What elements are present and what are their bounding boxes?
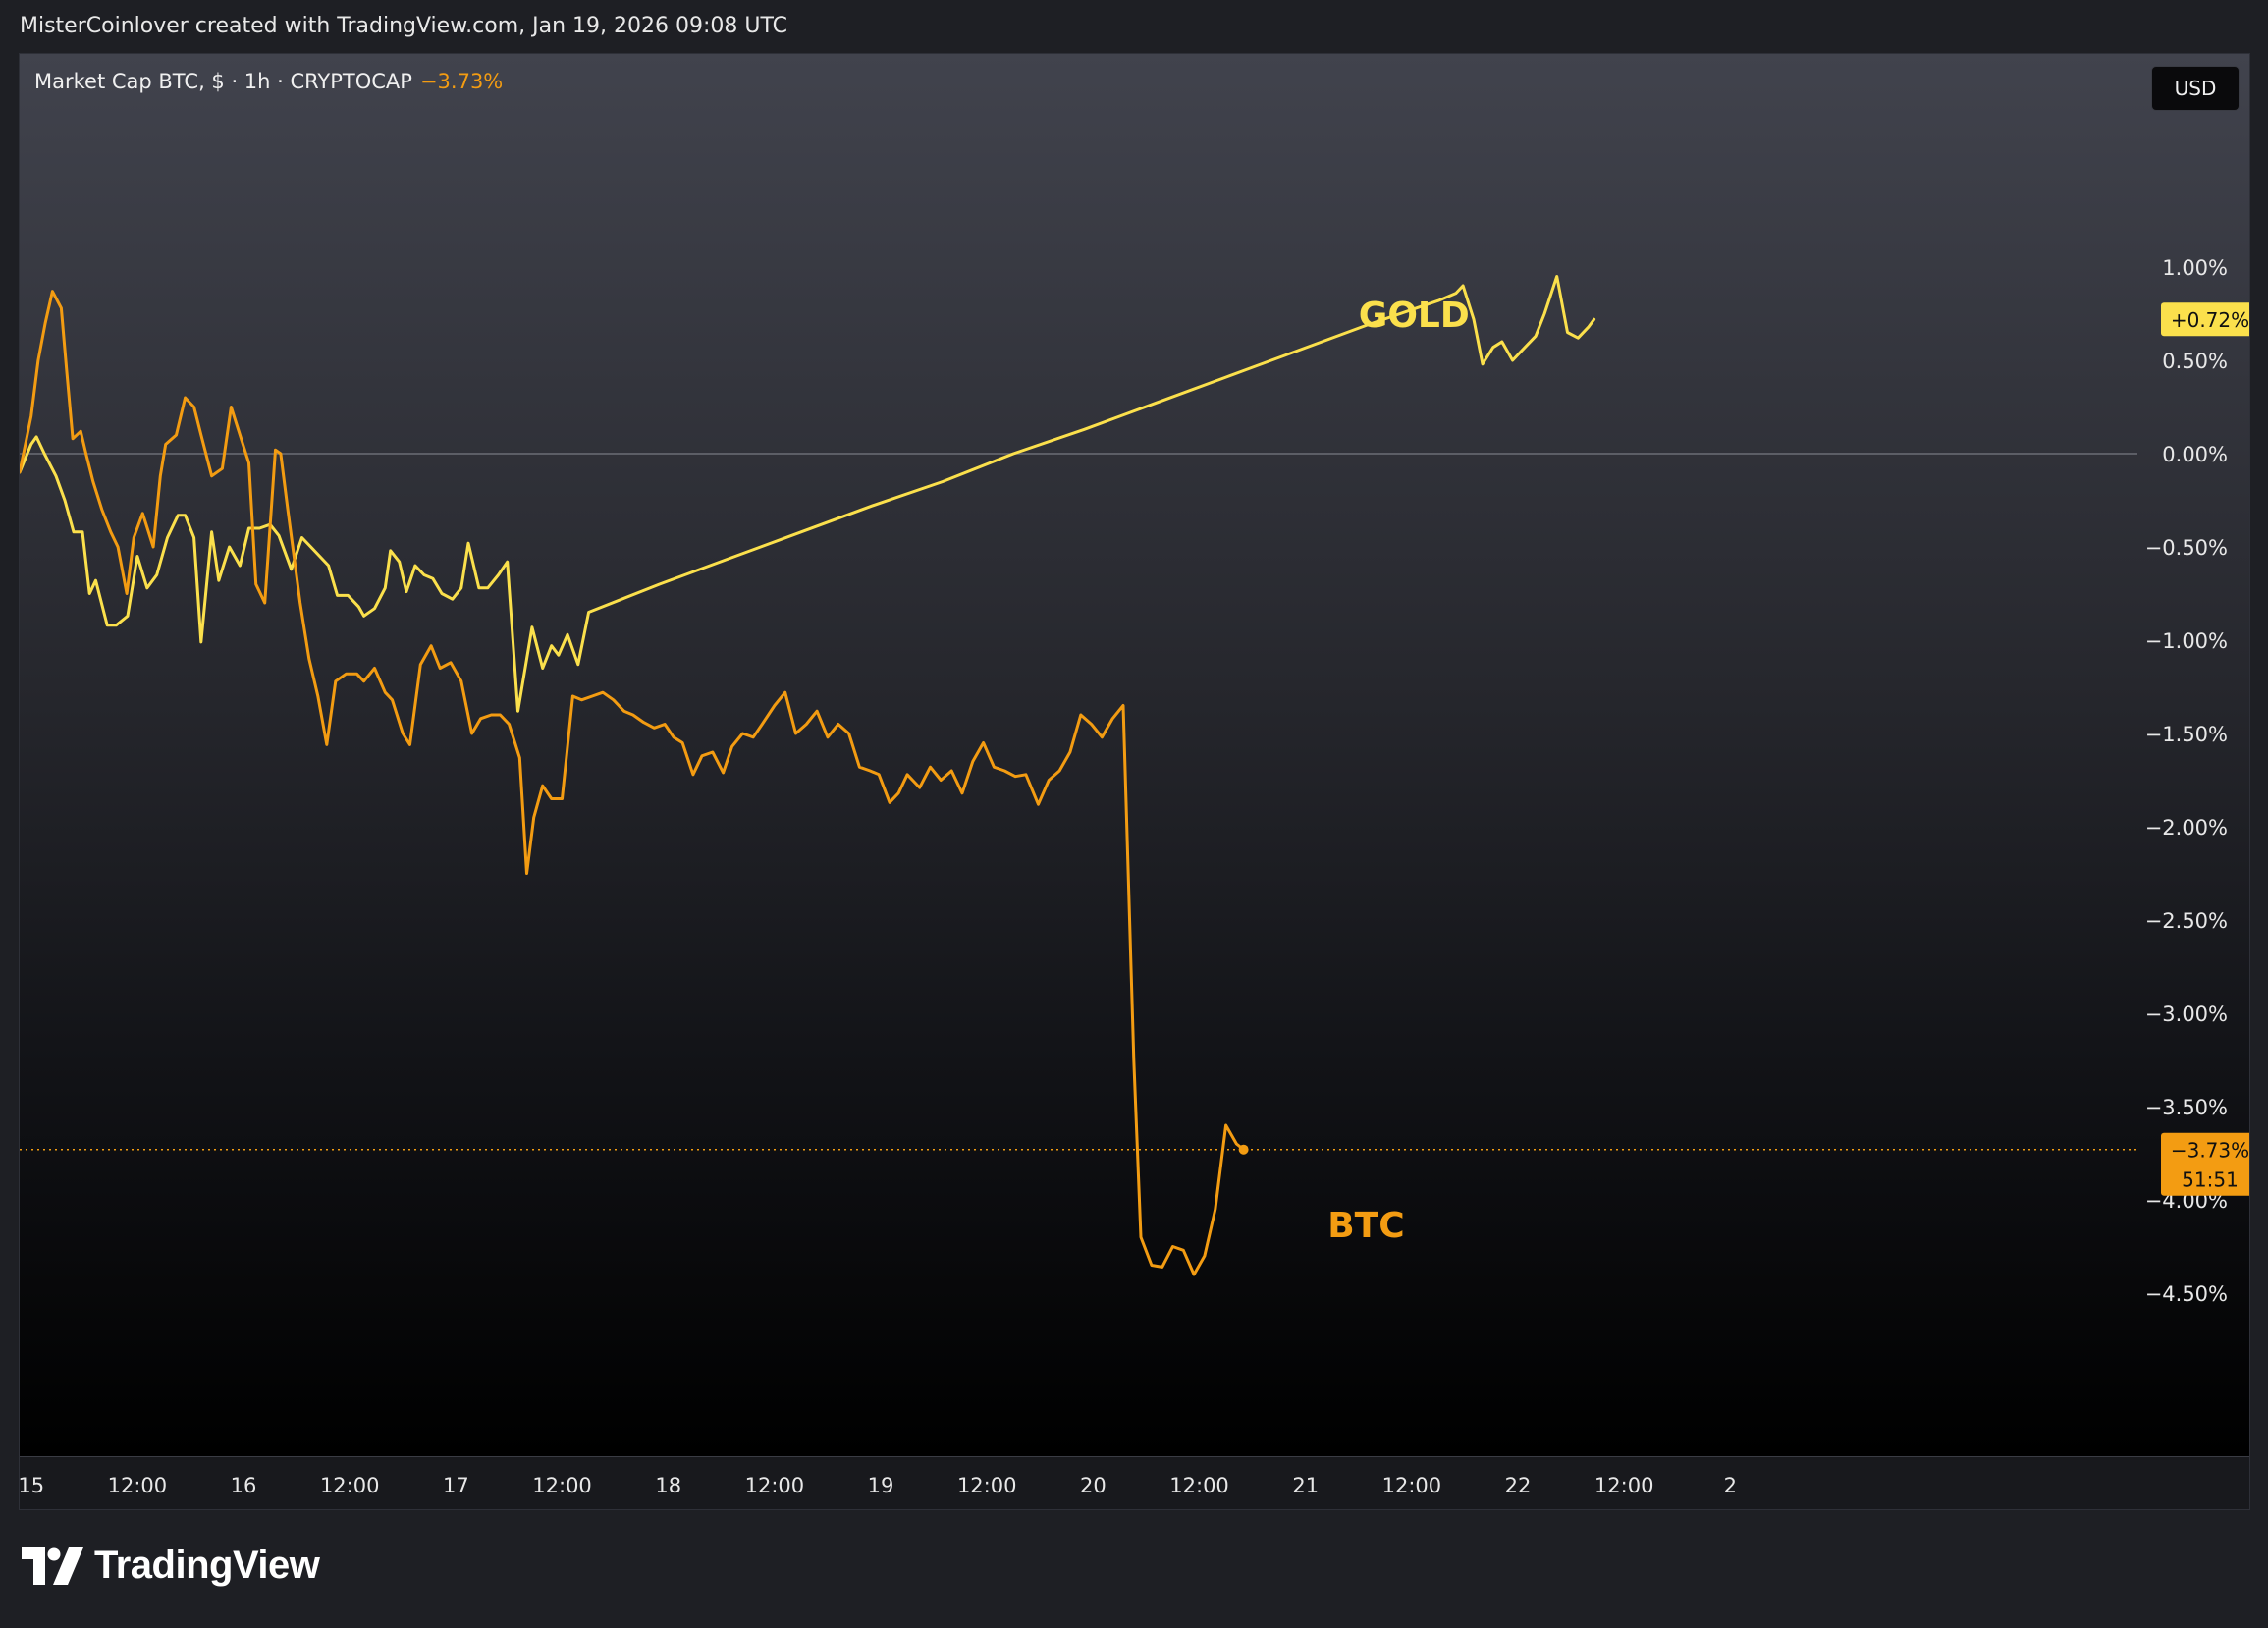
x-tick-label: 18 — [655, 1474, 681, 1497]
chart-caption: MisterCoinlover created with TradingView… — [20, 14, 788, 38]
gold-price-tag[interactable] — [2161, 302, 2249, 337]
plot-area[interactable] — [20, 54, 2249, 1456]
y-tick-label: −4.50% — [2145, 1282, 2228, 1306]
y-tick-label: 1.00% — [2162, 256, 2228, 280]
x-tick-label: 15 — [20, 1474, 44, 1497]
y-tick-label: 0.00% — [2162, 443, 2228, 466]
annotation-gold: GOLD — [1359, 296, 1470, 336]
y-tick-label: −3.00% — [2145, 1003, 2228, 1026]
x-tick-label: 17 — [443, 1474, 469, 1497]
y-tick-label: −1.50% — [2145, 723, 2228, 746]
symbol-change: −3.73% — [419, 70, 504, 93]
x-tick-label: 22 — [1505, 1474, 1532, 1497]
btc-price-tag[interactable] — [2161, 1132, 2249, 1196]
y-tick-label: −0.50% — [2145, 536, 2228, 560]
x-tick-label: 20 — [1080, 1474, 1107, 1497]
tradingview-logo[interactable]: TradingView — [22, 1544, 320, 1588]
x-tick-label: 12:00 — [745, 1474, 805, 1497]
currency-button[interactable]: USD — [2151, 66, 2240, 111]
btc-price-tag-label: −3.73% — [2171, 1139, 2249, 1163]
x-tick-label: 2 — [1724, 1474, 1737, 1497]
y-tick-label: −2.00% — [2145, 816, 2228, 840]
symbol-title[interactable]: Market Cap BTC, $ · 1h · CRYPTOCAP — [34, 70, 412, 93]
series-line-gold[interactable] — [20, 275, 1596, 713]
x-tick-label: 12:00 — [532, 1474, 592, 1497]
y-tick-label: −1.00% — [2145, 629, 2228, 653]
x-tick-label: 12:00 — [320, 1474, 380, 1497]
y-tick-label: −3.50% — [2145, 1096, 2228, 1119]
x-tick-label: 19 — [868, 1474, 894, 1497]
annotation-btc: BTC — [1327, 1206, 1404, 1246]
symbol-legend[interactable]: Market Cap BTC, $ · 1h · CRYPTOCAP −3.73… — [34, 70, 503, 93]
x-tick-label: 16 — [231, 1474, 257, 1497]
x-tick-label: 12:00 — [108, 1474, 168, 1497]
tradingview-logo-icon — [22, 1547, 83, 1585]
tradingview-wordmark: TradingView — [94, 1544, 320, 1587]
y-tick-label: −2.50% — [2145, 909, 2228, 933]
x-tick-label: 12:00 — [1594, 1474, 1654, 1497]
price-chart[interactable]: 1.00% 0.50% 0.00% −0.50% −1.00% −1.50% −2.00% −… — [20, 54, 2249, 1509]
series-line-btc[interactable] — [20, 290, 1246, 1276]
chart-panel[interactable]: 1.00% 0.50% 0.00% −0.50% −1.00% −1.50% −2.00% −… — [19, 53, 2250, 1510]
y-tick-label: 0.50% — [2162, 350, 2228, 373]
btc-last-point[interactable] — [1238, 1144, 1249, 1155]
x-tick-label: 12:00 — [1169, 1474, 1229, 1497]
btc-countdown-label: 51:51 — [2182, 1168, 2239, 1192]
x-tick-label: 21 — [1292, 1474, 1319, 1497]
x-tick-label: 12:00 — [957, 1474, 1017, 1497]
time-axis[interactable] — [20, 1456, 2249, 1509]
gold-price-tag-label: +0.72% — [2171, 308, 2249, 332]
x-tick-label: 12:00 — [1382, 1474, 1442, 1497]
